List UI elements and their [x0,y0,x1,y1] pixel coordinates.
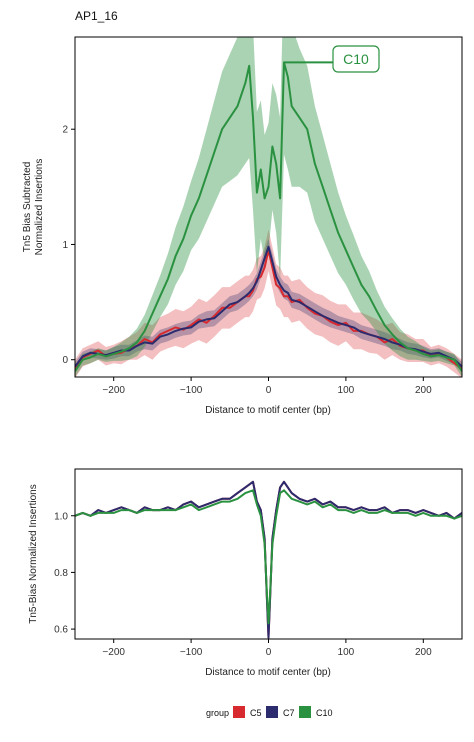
bottom-x-ticks: −200 −100 0 100 200 [102,639,432,658]
legend: group C5 C7 C10 [206,706,333,718]
bottom-xtick-label: 0 [266,647,272,658]
bottom-series-group [75,480,462,639]
c10-annotation-label: C10 [343,51,369,67]
top-xtick-label: −100 [180,385,203,396]
top-band-c7 [75,238,462,372]
c10-annotation: C10 [283,45,380,73]
top-line-c10 [75,61,462,372]
bottom-y-ticks: 0.6 0.8 1.0 [54,511,75,636]
top-plot-area [75,37,462,377]
bottom-x-axis-label: Distance to motif center (bp) [205,667,331,678]
legend-label-c7: C7 [283,708,295,718]
bottom-ytick-label: 0.6 [54,625,68,636]
top-band-c5 [75,229,462,377]
top-ytick-label: 1 [62,240,68,251]
top-y-ticks: 0 1 2 [62,125,75,366]
legend-title: group [206,708,229,718]
top-xtick-label: 200 [415,385,432,396]
top-ytick-label: 0 [62,355,68,366]
bottom-xtick-label: −200 [102,647,125,658]
top-ytick-label: 2 [62,125,68,136]
top-y-axis-label-line1: Tn5 Bias Subtracted [22,162,33,253]
top-line-c7 [75,245,462,368]
bottom-xtick-label: 200 [415,647,432,658]
top-xtick-label: 0 [266,385,272,396]
c10-annotation-box [332,45,380,73]
legend-swatch-c5 [233,706,245,718]
top-x-axis-label: Distance to motif center (bp) [205,405,331,416]
top-y-axis-label-line2: Normalized Insertions [34,159,45,256]
bottom-plot-area [75,480,462,639]
bottom-ytick-label: 1.0 [54,511,68,522]
legend-swatch-c7 [266,706,278,718]
legend-swatch-c10 [299,706,311,718]
bottom-line-c10 [75,489,462,625]
bottom-y-axis-label: Tn5-Bias Normalized Insertions [28,484,39,624]
bottom-panel: −200 −100 0 100 200 0.6 0.8 1.0 Distance to mo… [28,468,463,678]
top-xtick-label: −200 [102,385,125,396]
top-series-group [75,37,462,377]
bottom-xtick-label: −100 [180,647,203,658]
bottom-xtick-label: 100 [338,647,355,658]
legend-label-c10: C10 [316,708,333,718]
top-x-ticks: −200 −100 0 100 200 [102,377,432,396]
top-xtick-label: 100 [338,385,355,396]
bottom-ytick-label: 0.8 [54,568,68,579]
top-panel: −200 −100 0 100 200 0 1 2 Distance to motif ce… [22,36,463,416]
chart-title: AP1_16 [75,9,118,23]
legend-label-c5: C5 [250,708,262,718]
